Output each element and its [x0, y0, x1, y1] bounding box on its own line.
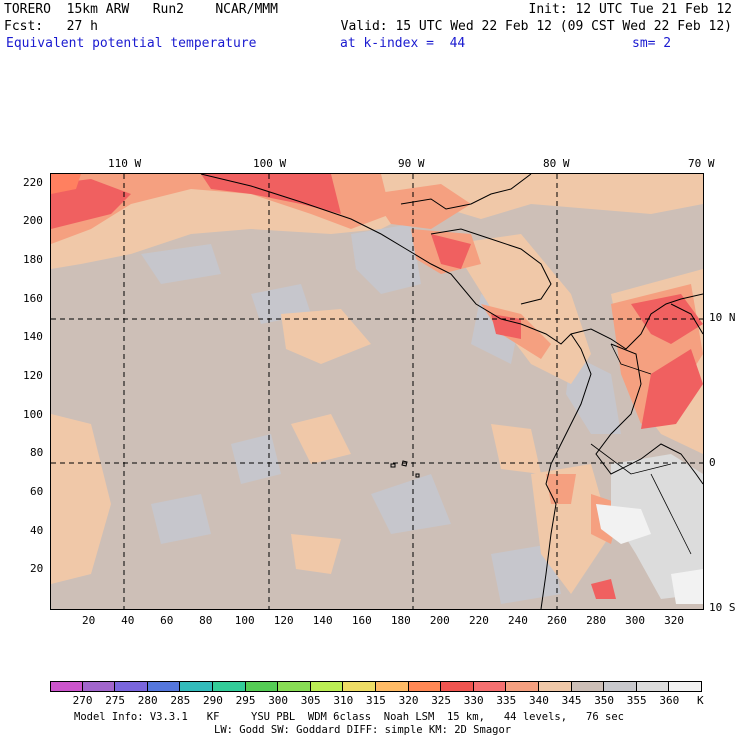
colorbar-label: 350: [594, 694, 615, 707]
colorbar-swatch: [539, 681, 572, 692]
lat-lon-grid: [51, 174, 703, 609]
colorbar-label: 315: [366, 694, 386, 707]
colorbar-swatch: [343, 681, 376, 692]
smoothing-label: sm= 2: [632, 36, 672, 51]
colorbar-label: 275: [105, 694, 126, 707]
grid-x-label: 180: [390, 614, 411, 627]
colorbar-frame: [50, 681, 702, 692]
lon-label: 100 W: [253, 157, 287, 170]
grid-y-label: 140: [23, 330, 43, 344]
grid-y-label: 80: [30, 446, 44, 460]
colorbar-label: 320: [398, 694, 419, 707]
grid-x-label: 120: [273, 614, 294, 627]
grid-x-label: 300: [625, 614, 645, 627]
model-run-title: TORERO 15km ARW Run2 NCAR/MMM: [4, 2, 278, 17]
grid-x-label: 60: [160, 614, 174, 627]
andes-white: [596, 504, 703, 604]
theta-e-field-map: [51, 174, 703, 609]
colorbar-swatch: [82, 681, 116, 692]
colorbar-swatch: [147, 681, 181, 692]
lon-label: 70 W: [688, 157, 715, 170]
lon-label: 90 W: [398, 157, 425, 170]
colorbar-swatch: [604, 681, 637, 692]
lat-label: 10 S: [709, 601, 736, 614]
colorbar-label: 355: [626, 694, 647, 707]
grid-y-label: 60: [30, 485, 44, 498]
colorbar-swatch: [408, 681, 442, 692]
colorbar-swatch: [506, 681, 539, 692]
grid-y-label: 100: [23, 407, 43, 421]
borders: [590, 343, 692, 555]
colorbar-swatch: [245, 681, 279, 692]
lon-label: 110 W: [108, 157, 142, 170]
grid-x-label: 220: [468, 614, 489, 627]
colorbar-swatch: [50, 681, 83, 692]
model-info: Model Info: V3.3.1 KF YSU PBL WDM 6class…: [74, 711, 624, 723]
field-name: Equivalent potential temperature: [6, 36, 257, 51]
grid-x-label: 160: [351, 614, 372, 627]
colorbar-label: 270: [72, 694, 93, 707]
grid-y-label: 20: [30, 562, 44, 576]
colorbar-label: 340: [529, 694, 549, 707]
colorbar-label: 305: [300, 694, 321, 707]
grid-x-label: 140: [312, 614, 333, 627]
colorbar-label: 300: [268, 694, 289, 707]
colorbar-label: 345: [561, 694, 582, 707]
colorbar-label: 330: [463, 694, 484, 707]
gray-patches: [141, 224, 621, 604]
colorbar-swatch: [278, 681, 311, 692]
map-panel: [50, 173, 704, 610]
colorbar-label: 360: [659, 694, 680, 707]
coastlines: [200, 174, 703, 609]
colorbar-swatch: [310, 681, 344, 692]
colorbar-swatch: [636, 681, 670, 692]
level-label: at k-index = 44: [340, 36, 466, 51]
valid-time: Valid: 15 UTC Wed 22 Feb 12 (09 CST Wed …: [340, 19, 732, 34]
andes-gray: [611, 454, 703, 599]
colorbar-swatch: [115, 681, 148, 692]
colorbar-swatch: [180, 681, 213, 692]
grid-x-label: 260: [547, 614, 567, 627]
grid-x-label: 20: [82, 614, 96, 627]
colorbar-swatch: [213, 681, 246, 692]
grid-x-label: 280: [586, 614, 606, 627]
colorbar-swatch: [571, 681, 605, 692]
colorbar-swatch: [473, 681, 507, 692]
grid-x-label: 240: [508, 614, 528, 627]
lat-label: 0: [709, 456, 716, 469]
orange-spots: [51, 174, 81, 194]
colorbar-label: 325: [431, 694, 452, 707]
grid-x-label: 40: [121, 614, 135, 627]
grid-x-label: 320: [664, 614, 685, 627]
grid-y-label: 180: [23, 253, 43, 266]
grid-x-label: 80: [199, 614, 213, 627]
colorbar-unit: K: [697, 694, 704, 707]
colorbar-label: 280: [137, 694, 158, 707]
grid-x-label: 200: [429, 614, 450, 627]
colorbar-label: 335: [496, 694, 517, 707]
grid-y-label: 200: [23, 214, 43, 228]
lon-label: 80 W: [543, 157, 570, 170]
forecast-hour: Fcst: 27 h: [4, 19, 98, 34]
lat-label: 10 N: [709, 311, 736, 324]
grid-y-label: 40: [30, 523, 44, 537]
colorbar-label: 285: [170, 694, 191, 707]
init-time: Init: 12 UTC Tue 21 Feb 12: [528, 2, 733, 17]
colorbar-label: 310: [333, 694, 354, 707]
colorbar-swatch: [376, 681, 409, 692]
red-regions: [51, 174, 703, 599]
grid-y-label: 160: [23, 291, 43, 305]
grid-x-label: 100: [234, 614, 255, 627]
physics-info: LW: Godd SW: Goddard DIFF: simple KM: 2D…: [214, 724, 512, 736]
colorbar-label: 295: [235, 694, 256, 707]
grid-y-label: 220: [23, 175, 43, 189]
grid-y-label: 120: [23, 369, 43, 382]
colorbar-swatch: [441, 681, 474, 692]
colorbar-label: 290: [203, 694, 223, 707]
